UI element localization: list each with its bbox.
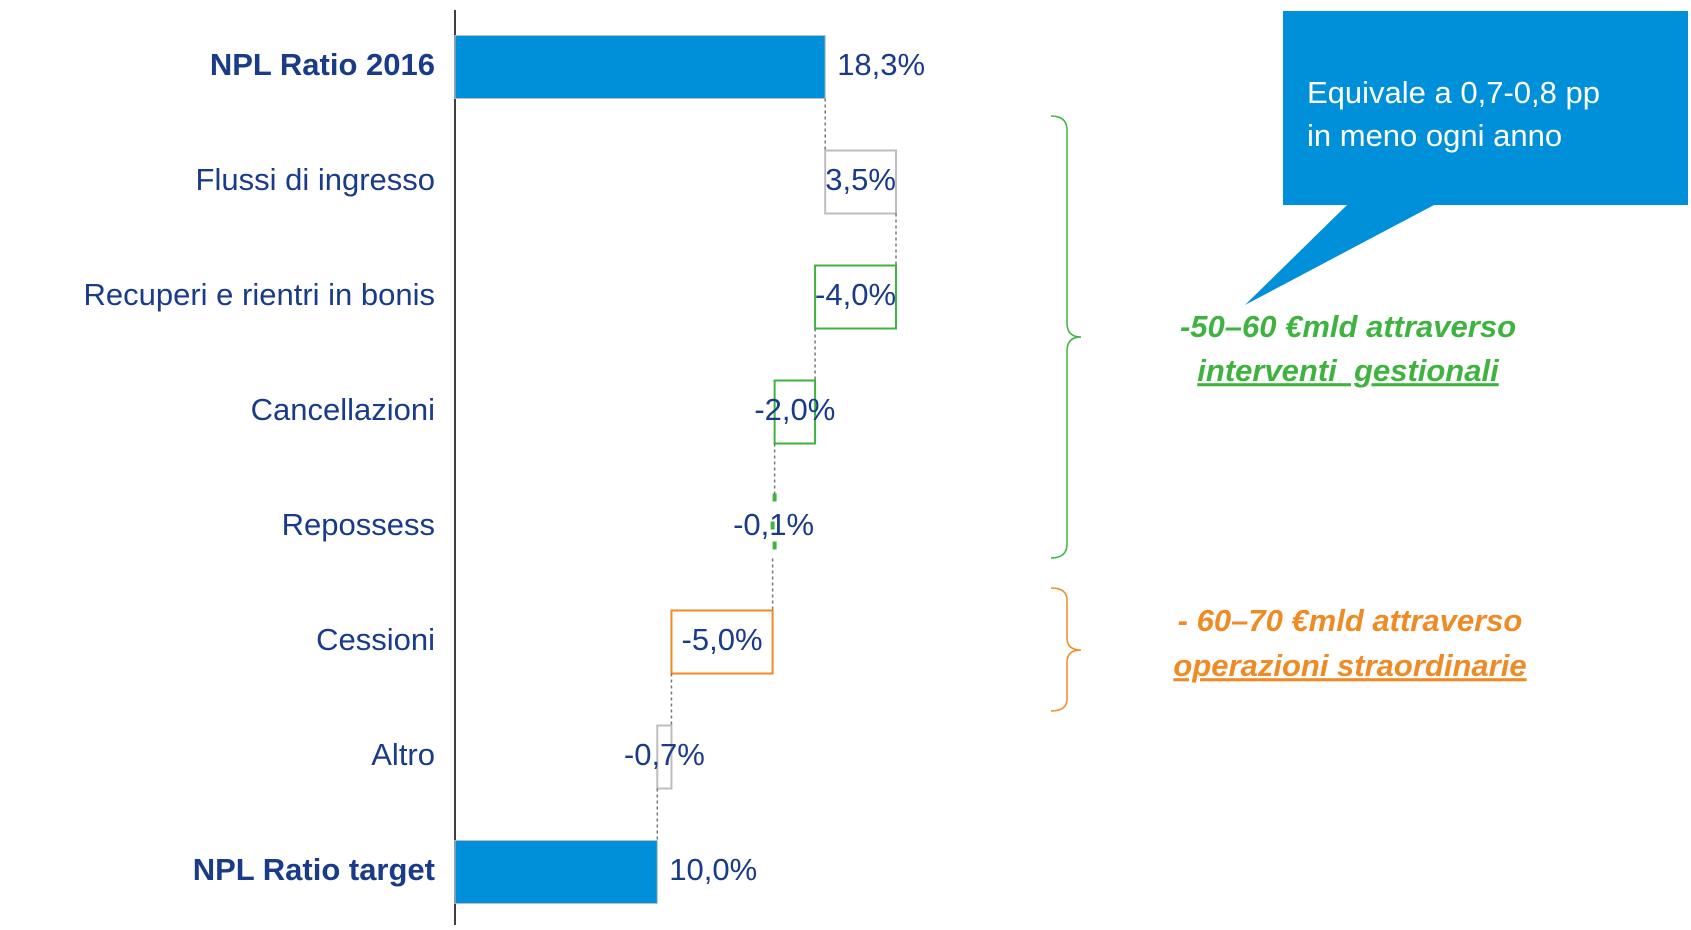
value-label: -5,0% xyxy=(682,622,763,657)
value-label: 10,0% xyxy=(669,852,757,887)
value-label: 3,5% xyxy=(825,162,896,197)
bar xyxy=(824,149,898,215)
category-label: NPL Ratio 2016 xyxy=(210,47,435,82)
category-label: NPL Ratio target xyxy=(193,852,435,887)
category-label: Cancellazioni xyxy=(251,392,435,427)
bar xyxy=(454,840,658,904)
callout-text: Equivale a 0,7-0,8 pp xyxy=(1307,75,1600,110)
bar xyxy=(814,264,898,330)
category-label: Cessioni xyxy=(316,622,435,657)
value-label: -0,7% xyxy=(624,737,705,772)
bar xyxy=(773,379,817,445)
bar xyxy=(670,609,774,675)
category-label: Recuperi e rientri in bonis xyxy=(83,277,435,312)
bar xyxy=(454,35,826,99)
value-label: -4,0% xyxy=(815,277,896,312)
annotation: - 60–70 €mld attraverso xyxy=(1178,603,1523,638)
bar xyxy=(656,724,673,790)
callout-text: in meno ogni anno xyxy=(1307,118,1562,153)
value-label: -2,0% xyxy=(754,392,835,427)
value-label: 18,3% xyxy=(837,47,925,82)
bracket xyxy=(1050,115,1082,559)
category-label: Altro xyxy=(371,737,435,772)
annotation: -50–60 €mld attraverso xyxy=(1180,309,1516,344)
bar xyxy=(770,493,777,561)
callout-box xyxy=(1245,11,1688,305)
annotation: operazioni straordinarie xyxy=(1173,648,1526,683)
category-label: Flussi di ingresso xyxy=(196,162,435,197)
annotation: interventi gestionali xyxy=(1197,353,1500,388)
bracket xyxy=(1050,587,1082,712)
category-label: Repossess xyxy=(282,507,435,542)
value-label: -0,1% xyxy=(733,507,814,542)
